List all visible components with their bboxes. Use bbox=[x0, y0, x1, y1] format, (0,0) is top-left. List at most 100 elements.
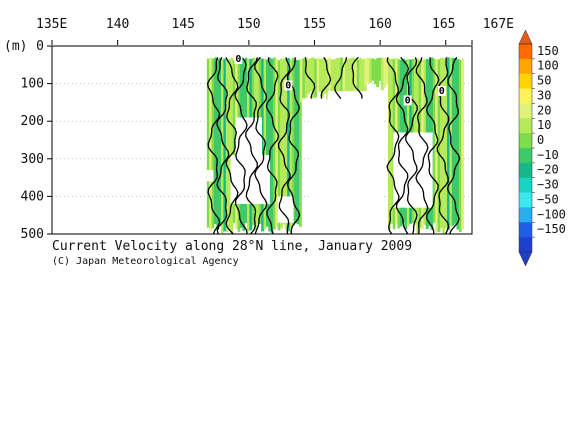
contour-zero-label: 0 bbox=[285, 80, 291, 91]
x-tick-label: 160 bbox=[368, 17, 391, 32]
x-tick-label: 165 bbox=[432, 17, 455, 32]
field-cell bbox=[323, 57, 327, 94]
field-cell bbox=[225, 59, 229, 233]
field-cell bbox=[318, 58, 322, 93]
field-cell bbox=[340, 57, 343, 103]
field-cell bbox=[299, 59, 302, 227]
contour-line bbox=[286, 57, 301, 234]
contour-line bbox=[334, 57, 348, 99]
colorbar-swatch bbox=[519, 133, 532, 149]
y-tick-label: 300 bbox=[21, 152, 44, 167]
missing-data-region bbox=[277, 196, 294, 223]
contour-line bbox=[425, 57, 440, 234]
colorbar-swatch bbox=[519, 58, 532, 75]
colorbar-label: 10 bbox=[537, 118, 551, 132]
field-cell bbox=[326, 59, 329, 100]
velocity-field bbox=[206, 57, 464, 234]
x-tick-label: 140 bbox=[106, 17, 129, 32]
field-cell bbox=[261, 58, 264, 232]
field-cell bbox=[282, 58, 286, 225]
field-cell bbox=[294, 59, 298, 224]
y-tick-label: 500 bbox=[21, 227, 44, 242]
contour-line bbox=[415, 57, 429, 234]
field-cell bbox=[364, 58, 368, 87]
field-cell bbox=[216, 59, 220, 230]
field-cell bbox=[265, 59, 269, 227]
contour-line bbox=[304, 57, 316, 99]
colorbar-swatch bbox=[519, 44, 532, 60]
field-cell bbox=[218, 58, 222, 226]
field-cell bbox=[268, 57, 272, 232]
field-cell bbox=[435, 59, 439, 233]
contour-line bbox=[351, 56, 363, 99]
contour-line bbox=[277, 57, 291, 234]
field-cell bbox=[447, 57, 450, 230]
contour-lines bbox=[206, 56, 461, 234]
field-cell bbox=[461, 58, 464, 230]
field-cell bbox=[439, 57, 443, 229]
field-cell bbox=[349, 58, 353, 97]
colorbar-label: −20 bbox=[537, 163, 559, 177]
y-tick-label: 0 bbox=[36, 39, 44, 54]
contour-line bbox=[234, 56, 248, 234]
colorbar-swatch bbox=[519, 88, 532, 104]
colorbar-label: 30 bbox=[537, 88, 551, 102]
contour-line bbox=[386, 57, 400, 234]
colorbar-label: −100 bbox=[537, 207, 566, 221]
field-cell bbox=[383, 57, 387, 88]
colorbar-label: 150 bbox=[537, 44, 559, 58]
contour-line bbox=[405, 57, 418, 234]
field-cell bbox=[300, 58, 303, 103]
field-cell bbox=[373, 59, 377, 84]
colorbar-swatch bbox=[519, 207, 532, 223]
x-tick-label: 145 bbox=[172, 17, 195, 32]
contour-line bbox=[446, 56, 461, 234]
field-cell bbox=[311, 57, 315, 99]
field-cell bbox=[359, 57, 362, 103]
field-cell bbox=[296, 60, 300, 225]
field-cell bbox=[284, 58, 288, 230]
copyright-credit: (C) Japan Meteorological Agency bbox=[52, 256, 239, 267]
colorbar-label: 20 bbox=[537, 103, 551, 117]
colorbar-bottom-arrow bbox=[518, 251, 533, 267]
field-cell bbox=[344, 59, 348, 101]
field-cell bbox=[366, 57, 370, 83]
field-cell bbox=[275, 59, 279, 227]
field-cell bbox=[335, 57, 339, 94]
y-axis: 0 100 200 300 400 500 bbox=[21, 39, 52, 242]
missing-data-region bbox=[370, 203, 385, 234]
field-cell bbox=[291, 58, 295, 226]
y-tick-label: 200 bbox=[21, 114, 44, 129]
y-tick-label: 100 bbox=[21, 77, 44, 92]
colorbar-swatch bbox=[519, 177, 532, 193]
field-cell bbox=[371, 58, 375, 81]
field-cell bbox=[454, 58, 457, 224]
field-cell bbox=[380, 57, 384, 91]
field-cell bbox=[314, 59, 317, 98]
colorbar-swatch bbox=[519, 162, 532, 179]
contour-label-bg bbox=[403, 95, 412, 106]
colorbar-label: −50 bbox=[537, 192, 559, 206]
field-cell bbox=[304, 57, 308, 98]
colorbar-label: 100 bbox=[537, 59, 559, 73]
field-cell bbox=[211, 58, 215, 229]
field-cell bbox=[333, 59, 336, 93]
field-cell bbox=[456, 59, 460, 230]
colorbar-swatch bbox=[519, 118, 532, 134]
field-cell bbox=[390, 58, 394, 224]
colorbar-label: 0 bbox=[537, 133, 544, 147]
contour-label-bg bbox=[284, 80, 293, 91]
colorbar-label: −30 bbox=[537, 178, 559, 192]
missing-data-region bbox=[206, 170, 214, 182]
field-cell bbox=[309, 58, 313, 92]
chart-title: Current Velocity along 28°N line, Januar… bbox=[52, 239, 412, 254]
field-cell bbox=[330, 59, 334, 95]
colorbar-swatch bbox=[519, 192, 532, 208]
contour-zero-label: 0 bbox=[439, 86, 445, 97]
contour-zero-label: 0 bbox=[235, 54, 241, 65]
colorbar-swatch bbox=[519, 222, 532, 238]
field-cell bbox=[356, 59, 360, 101]
contour-line bbox=[225, 56, 239, 234]
field-cell bbox=[347, 58, 351, 102]
contour-line bbox=[254, 56, 268, 234]
